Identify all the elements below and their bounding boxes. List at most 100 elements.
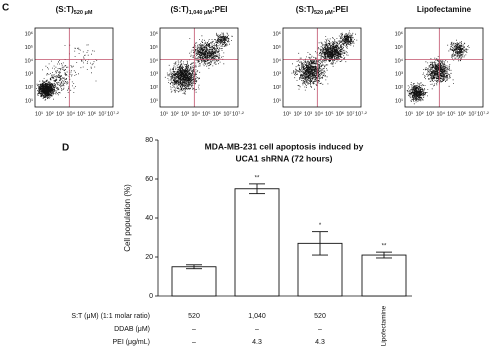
y-tick-label: 10² bbox=[273, 85, 281, 91]
table-cell: – bbox=[192, 339, 196, 346]
x-tick-label: 10⁷·² bbox=[355, 110, 367, 117]
error-bar bbox=[312, 231, 328, 256]
y-tick-label: 10² bbox=[150, 85, 158, 91]
significance: ** bbox=[382, 244, 387, 250]
y-tick-label: 10¹ bbox=[150, 98, 158, 104]
x-tick-label: 10⁴ bbox=[191, 110, 200, 117]
table-cell: 4.3 bbox=[252, 339, 262, 346]
span-label: Lipofectamine bbox=[381, 305, 388, 346]
title-sub: 520 μM bbox=[314, 10, 333, 16]
x-tick-label: 10⁶ bbox=[88, 110, 96, 117]
event-dots bbox=[36, 44, 98, 101]
error-bar bbox=[186, 264, 202, 270]
x-tick-label: 10⁷·² bbox=[232, 110, 244, 117]
table-cell: – bbox=[255, 326, 259, 333]
y-tick-label: 10² bbox=[25, 85, 33, 91]
y-tick-label: 10⁶ bbox=[395, 30, 403, 37]
title-main: (S:T) bbox=[170, 5, 189, 14]
plot-frame bbox=[282, 27, 362, 108]
y-tick-label: 80 bbox=[145, 137, 153, 144]
event-dots bbox=[406, 39, 470, 105]
y-tick-label: 10⁴ bbox=[150, 57, 159, 64]
y-tick-label: 10⁴ bbox=[395, 57, 404, 64]
x-tick-label: 10⁵ bbox=[325, 110, 333, 117]
error-bar bbox=[376, 251, 392, 259]
x-tick-label: 10⁵ bbox=[447, 110, 455, 117]
plot-title: (S:T)520 μM:PEI bbox=[296, 5, 348, 16]
event-dots bbox=[164, 32, 233, 95]
bar bbox=[361, 254, 407, 297]
table-cell: 520 bbox=[314, 313, 326, 320]
x-tick-label: 10⁶ bbox=[213, 110, 221, 117]
y-tick-label: 10³ bbox=[273, 72, 281, 78]
y-tick-label: 10² bbox=[395, 85, 403, 91]
table-cell: 520 bbox=[188, 313, 200, 320]
error-bar bbox=[249, 183, 265, 195]
x-tick-label: 10⁵ bbox=[202, 110, 210, 117]
x-tick-label: 10² bbox=[416, 111, 424, 117]
chart-title: MDA-MB-231 cell apoptosis induced by bbox=[205, 141, 364, 151]
plot-title: (S:T)1,040 μM:PEI bbox=[170, 5, 227, 16]
plot-frame bbox=[159, 27, 239, 108]
title-main: (S:T) bbox=[56, 5, 75, 14]
x-tick-label: 10⁶ bbox=[458, 110, 466, 117]
x-tick-label: 10⁷ bbox=[223, 110, 231, 117]
y-tick-label: 0 bbox=[149, 293, 153, 300]
row-label: S:T (μM) (1:1 molar ratio) bbox=[71, 313, 150, 320]
y-tick-label: 10¹ bbox=[25, 98, 33, 104]
significance: ** bbox=[255, 175, 260, 181]
y-tick-label: 40 bbox=[145, 215, 153, 222]
x-tick-label: 10¹ bbox=[283, 111, 291, 117]
y-tick-label: 10³ bbox=[25, 72, 33, 78]
panel-label: C bbox=[2, 3, 9, 14]
y-tick-label: 10⁵ bbox=[395, 44, 403, 51]
table-cell: – bbox=[192, 326, 196, 333]
y-tick-label: 10⁶ bbox=[150, 30, 158, 37]
row-label: DDAB (μM) bbox=[114, 326, 150, 333]
y-tick-label: 10⁵ bbox=[273, 44, 281, 51]
y-tick-label: 10¹ bbox=[273, 98, 281, 104]
x-tick-label: 10⁴ bbox=[314, 110, 323, 117]
x-tick-label: 10³ bbox=[56, 111, 64, 117]
title-sub: 520 μM bbox=[74, 10, 93, 16]
table-cell: 1,040 bbox=[248, 313, 266, 320]
plot-title: (S:T)520 μM bbox=[56, 5, 93, 16]
x-tick-label: 10⁷ bbox=[346, 110, 354, 117]
y-tick-label: 10³ bbox=[395, 72, 403, 78]
x-tick-label: 10⁵ bbox=[77, 110, 85, 117]
x-tick-label: 10² bbox=[171, 111, 179, 117]
table-cell: – bbox=[318, 326, 322, 333]
bar bbox=[171, 266, 217, 297]
chart-title: UCA1 shRNA (72 hours) bbox=[236, 153, 333, 163]
y-axis-label: Cell population (%) bbox=[123, 184, 132, 252]
plot-title: Lipofectamine bbox=[417, 5, 472, 14]
event-dots bbox=[291, 30, 358, 91]
x-tick-label: 10¹ bbox=[35, 111, 43, 117]
y-tick-label: 10⁴ bbox=[273, 57, 282, 64]
y-tick-label: 10⁶ bbox=[25, 30, 33, 37]
bar bbox=[234, 188, 280, 297]
x-tick-label: 10¹ bbox=[160, 111, 168, 117]
x-tick-label: 10³ bbox=[181, 111, 189, 117]
row-label: PEI (μg/mL) bbox=[113, 339, 151, 346]
title-main: Lipofectamine bbox=[417, 5, 472, 14]
x-tick-label: 10¹ bbox=[405, 111, 413, 117]
x-tick-label: 10³ bbox=[426, 111, 434, 117]
title-main: (S:T) bbox=[296, 5, 315, 14]
x-tick-label: 10⁴ bbox=[436, 110, 445, 117]
x-tick-label: 10³ bbox=[304, 111, 312, 117]
panel-label: D bbox=[62, 143, 69, 154]
x-tick-label: 10⁷·² bbox=[107, 110, 119, 117]
y-tick-label: 60 bbox=[145, 176, 153, 183]
plot-frame bbox=[404, 27, 484, 108]
x-tick-label: 10⁷·² bbox=[477, 110, 489, 117]
y-tick-label: 10⁵ bbox=[25, 44, 33, 51]
y-tick-label: 10¹ bbox=[395, 98, 403, 104]
y-tick-label: 10⁶ bbox=[273, 30, 281, 37]
x-tick-label: 10⁷ bbox=[468, 110, 476, 117]
table-cell: 4.3 bbox=[315, 339, 325, 346]
title-tail: :PEI bbox=[212, 5, 228, 14]
x-tick-label: 10⁶ bbox=[336, 110, 344, 117]
title-sub: 1,040 μM bbox=[189, 10, 213, 16]
